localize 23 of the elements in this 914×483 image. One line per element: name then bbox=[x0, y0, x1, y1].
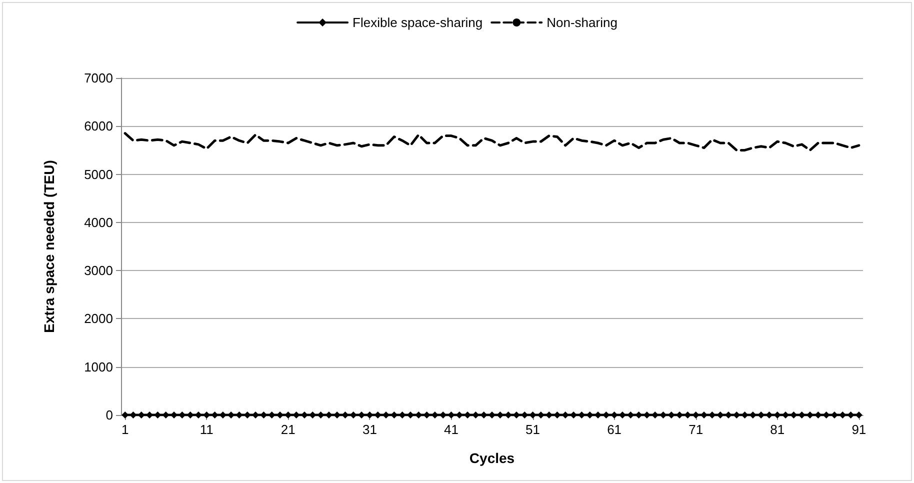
legend-label: Flexible space-sharing bbox=[352, 15, 483, 30]
y-tick-label: 4000 bbox=[84, 214, 113, 230]
line-series bbox=[124, 132, 860, 152]
x-tick-label: 21 bbox=[280, 422, 296, 437]
x-axis-title: Cycles bbox=[469, 450, 515, 466]
x-tick-label: 81 bbox=[770, 422, 785, 437]
x-tick-label: 31 bbox=[362, 422, 377, 437]
y-tick-label: 0 bbox=[106, 408, 113, 422]
x-tick-label: 91 bbox=[852, 422, 866, 437]
legend-label: Non-sharing bbox=[546, 15, 618, 30]
x-tick-label: 41 bbox=[444, 422, 458, 437]
x-tick-label: 1 bbox=[121, 422, 129, 437]
x-tick-label: 71 bbox=[688, 422, 704, 437]
y-tick-label: 2000 bbox=[84, 311, 113, 326]
y-tick-label: 1000 bbox=[84, 359, 113, 374]
y-tick-label: 5000 bbox=[84, 166, 113, 182]
y-tick-label: 7000 bbox=[84, 70, 113, 86]
y-tick-label: 3000 bbox=[84, 263, 113, 278]
y-tick-label: 6000 bbox=[84, 118, 113, 134]
x-tick-label: 51 bbox=[526, 422, 540, 437]
x-tick-label: 11 bbox=[200, 422, 214, 437]
x-tick-label: 61 bbox=[607, 422, 622, 437]
y-axis-title: Extra space needed (TEU) bbox=[41, 160, 57, 333]
